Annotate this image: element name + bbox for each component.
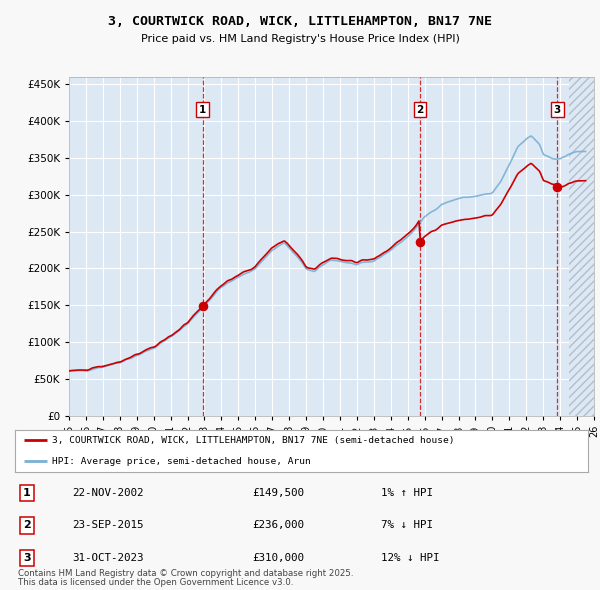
Text: 23-SEP-2015: 23-SEP-2015 <box>72 520 143 530</box>
Text: 3: 3 <box>554 105 561 115</box>
Bar <box>569 77 594 416</box>
Point <box>553 183 562 192</box>
Text: 3, COURTWICK ROAD, WICK, LITTLEHAMPTON, BN17 7NE: 3, COURTWICK ROAD, WICK, LITTLEHAMPTON, … <box>108 15 492 28</box>
Text: Contains HM Land Registry data © Crown copyright and database right 2025.: Contains HM Land Registry data © Crown c… <box>18 569 353 578</box>
Text: HPI: Average price, semi-detached house, Arun: HPI: Average price, semi-detached house,… <box>52 457 311 466</box>
Text: 3, COURTWICK ROAD, WICK, LITTLEHAMPTON, BN17 7NE (semi-detached house): 3, COURTWICK ROAD, WICK, LITTLEHAMPTON, … <box>52 435 455 445</box>
Point <box>198 301 208 310</box>
Text: £310,000: £310,000 <box>252 553 304 563</box>
Text: This data is licensed under the Open Government Licence v3.0.: This data is licensed under the Open Gov… <box>18 578 293 587</box>
Point <box>415 237 425 247</box>
Text: Price paid vs. HM Land Registry's House Price Index (HPI): Price paid vs. HM Land Registry's House … <box>140 34 460 44</box>
Text: 1: 1 <box>199 105 206 115</box>
Text: 12% ↓ HPI: 12% ↓ HPI <box>381 553 439 563</box>
Text: £236,000: £236,000 <box>252 520 304 530</box>
Text: £149,500: £149,500 <box>252 488 304 498</box>
Text: 7% ↓ HPI: 7% ↓ HPI <box>381 520 433 530</box>
Text: 22-NOV-2002: 22-NOV-2002 <box>72 488 143 498</box>
Text: 1% ↑ HPI: 1% ↑ HPI <box>381 488 433 498</box>
Text: 1: 1 <box>23 488 31 498</box>
Text: 31-OCT-2023: 31-OCT-2023 <box>72 553 143 563</box>
Text: 2: 2 <box>23 520 31 530</box>
Text: 2: 2 <box>416 105 424 115</box>
Text: 3: 3 <box>23 553 31 563</box>
